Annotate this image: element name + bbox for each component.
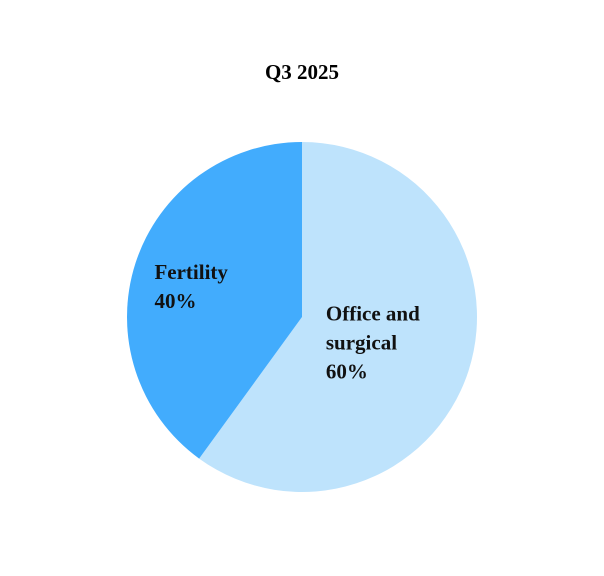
slice-name: Fertility [154,260,228,285]
chart-title: Q3 2025 [264,60,340,84]
slice-name: Office and surgical [325,301,420,355]
slice-label: Office and surgical 60% [326,299,438,386]
slice-value: 40% [154,289,197,314]
slice-label: Fertility 40% [154,258,266,316]
slice-value: 60% [325,359,368,384]
pie-slice [126,142,302,459]
pie-slice [199,142,477,492]
